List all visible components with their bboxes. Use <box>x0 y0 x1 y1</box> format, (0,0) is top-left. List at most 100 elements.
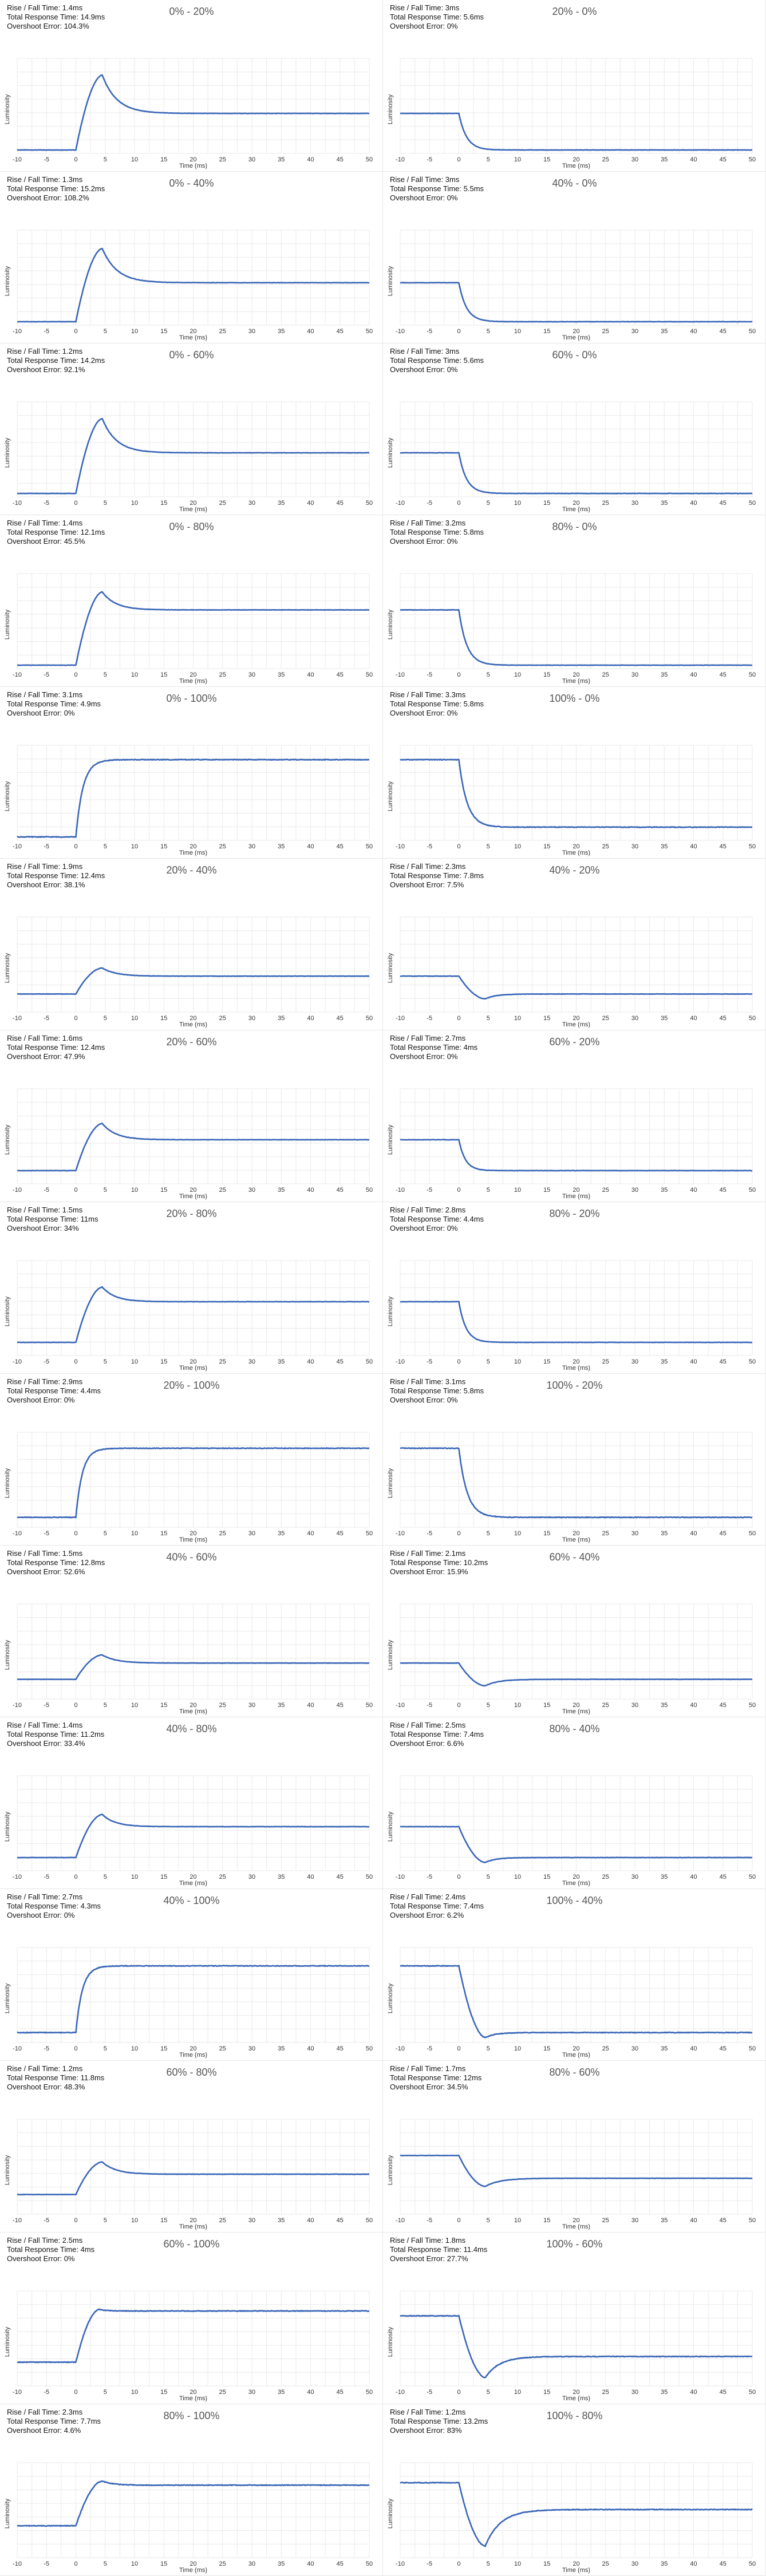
x-tick-label: 0 <box>457 1358 460 1365</box>
x-tick-label: 10 <box>514 2045 521 2052</box>
x-tick-label: 30 <box>631 328 638 335</box>
response-stats: Rise / Fall Time: 3.2ms Total Response Ti… <box>390 519 484 546</box>
x-tick-label: 0 <box>74 1874 77 1880</box>
x-axis-label: Time (ms) <box>562 1536 590 1543</box>
response-stats: Rise / Fall Time: 1.5ms Total Response Ti… <box>7 1206 98 1233</box>
stat-total: Total Response Time: 5.6ms <box>390 356 484 365</box>
x-tick-label: 40 <box>307 1358 314 1365</box>
plot-area: -10 -5 0 5 10 15 20 25 30 35 40 45 50 Time (ms) Lumino… <box>387 745 756 856</box>
x-tick-label: 10 <box>514 2561 521 2567</box>
x-tick-label: 5 <box>104 1358 107 1365</box>
x-tick-label: 15 <box>543 1702 550 1709</box>
x-tick-label: -5 <box>427 328 432 335</box>
x-tick-label: 45 <box>720 500 726 507</box>
x-axis-label: Time (ms) <box>179 2223 207 2230</box>
x-tick-label: 10 <box>514 500 521 507</box>
x-tick-label: 50 <box>366 1358 373 1365</box>
chart-panel: -10 -5 0 5 10 15 20 25 30 35 40 45 50 Time (ms) Lumino… <box>383 687 766 859</box>
y-axis-label: Luminosity <box>4 1639 11 1670</box>
stat-total: Total Response Time: 12ms <box>390 2073 482 2082</box>
x-tick-label: -10 <box>13 500 22 507</box>
stat-overshoot: Overshoot Error: 0% <box>7 1911 75 1919</box>
x-axis-label: Time (ms) <box>179 506 207 513</box>
stat-rise-fall: Rise / Fall Time: 1.9ms <box>7 862 83 871</box>
x-tick-label: 45 <box>337 1874 343 1880</box>
chart-title-wrap: 0% - 100% <box>0 693 383 705</box>
luminosity-series-line <box>400 1826 753 1863</box>
x-axis-label: Time (ms) <box>562 1708 590 1715</box>
x-tick-label: 10 <box>131 328 138 335</box>
x-tick-label: -5 <box>44 328 49 335</box>
x-tick-label: 45 <box>337 156 343 163</box>
x-tick-label: 10 <box>131 1015 138 1022</box>
x-tick-label: 10 <box>131 1702 138 1709</box>
chart-title-wrap: 100% - 80% <box>383 2410 766 2422</box>
luminosity-series-line <box>400 452 753 495</box>
x-tick-label: 45 <box>720 1015 726 1022</box>
chart-title: 20% - 80% <box>166 1208 217 1219</box>
x-tick-label: -5 <box>44 1187 49 1194</box>
x-axis-label: Time (ms) <box>562 678 590 685</box>
plot-area: -10 -5 0 5 10 15 20 25 30 35 40 45 50 Time (ms) Lumino… <box>387 58 756 169</box>
x-tick-label: 35 <box>278 1187 285 1194</box>
x-tick-label: 20 <box>189 328 196 335</box>
x-tick-label: 25 <box>219 2561 226 2567</box>
x-tick-label: 25 <box>602 1874 609 1880</box>
x-tick-label: 5 <box>104 843 107 850</box>
stat-overshoot: Overshoot Error: 0% <box>7 2254 75 2263</box>
x-tick-label: 30 <box>248 2389 255 2396</box>
y-axis-label: Luminosity <box>4 437 11 468</box>
chart-panel: -10 -5 0 5 10 15 20 25 30 35 40 45 50 Time (ms) Lumino… <box>383 1889 766 2061</box>
x-tick-label: 0 <box>457 1530 460 1537</box>
stat-total: Total Response Time: 5.5ms <box>390 184 484 193</box>
x-tick-label: -10 <box>396 1015 405 1022</box>
x-tick-label: 25 <box>219 156 226 163</box>
x-tick-label: 25 <box>219 1530 226 1537</box>
x-axis-label: Time (ms) <box>179 1021 207 1028</box>
x-tick-label: 20 <box>572 1358 579 1365</box>
chart-panel: -10 -5 0 5 10 15 20 25 30 35 40 45 50 Time (ms) Lumino… <box>0 1202 383 1374</box>
x-axis-label: Time (ms) <box>562 2567 590 2574</box>
stat-rise-fall: Rise / Fall Time: 3.1ms <box>390 1377 466 1386</box>
luminosity-series-line <box>400 1447 753 1519</box>
x-tick-label: 50 <box>749 500 756 507</box>
stat-total: Total Response Time: 15.2ms <box>7 184 105 193</box>
chart-panel: -10 -5 0 5 10 15 20 25 30 35 40 45 50 Time (ms) Lumino… <box>0 1889 383 2061</box>
x-tick-label: 35 <box>278 843 285 850</box>
x-tick-label: 50 <box>749 2389 756 2396</box>
response-stats: Rise / Fall Time: 2.7ms Total Response Ti… <box>390 1034 477 1061</box>
x-tick-label: 20 <box>572 1874 579 1880</box>
y-axis-label: Luminosity <box>387 1639 394 1670</box>
stat-overshoot: Overshoot Error: 15.9% <box>390 1567 468 1576</box>
x-tick-label: 25 <box>219 1874 226 1880</box>
response-stats: Rise / Fall Time: 2.3ms Total Response Ti… <box>390 862 484 890</box>
stat-rise-fall: Rise / Fall Time: 2.1ms <box>390 1549 466 1558</box>
stat-rise-fall: Rise / Fall Time: 3.3ms <box>390 690 466 699</box>
x-tick-label: 35 <box>661 1702 668 1709</box>
x-tick-label: 5 <box>487 671 490 678</box>
x-tick-label: 10 <box>131 2561 138 2567</box>
x-tick-label: -10 <box>396 671 405 678</box>
x-tick-label: 40 <box>307 500 314 507</box>
x-tick-label: 5 <box>104 2045 107 2052</box>
luminosity-series-line <box>400 112 753 151</box>
chart-title: 40% - 80% <box>166 1723 217 1735</box>
x-tick-label: 15 <box>543 2561 550 2567</box>
response-stats: Rise / Fall Time: 3.3ms Total Response Ti… <box>390 690 484 718</box>
x-tick-label: 15 <box>160 1187 167 1194</box>
luminosity-series-line <box>17 1654 370 1681</box>
x-tick-label: 25 <box>219 2045 226 2052</box>
x-tick-label: 20 <box>572 2389 579 2396</box>
x-tick-label: 10 <box>514 2389 521 2396</box>
x-tick-label: 15 <box>543 1530 550 1537</box>
x-tick-label: 25 <box>602 2389 609 2396</box>
stat-total: Total Response Time: 4.4ms <box>7 1386 101 1395</box>
stat-rise-fall: Rise / Fall Time: 1.4ms <box>7 1721 83 1729</box>
chart-title-wrap: 20% - 60% <box>0 1036 383 1048</box>
x-tick-label: 25 <box>219 328 226 335</box>
x-tick-label: 15 <box>543 1015 550 1022</box>
x-tick-label: -5 <box>427 1015 432 1022</box>
x-tick-label: 5 <box>104 1015 107 1022</box>
stat-rise-fall: Rise / Fall Time: 1.2ms <box>390 2408 466 2416</box>
stat-rise-fall: Rise / Fall Time: 2.3ms <box>390 862 466 871</box>
